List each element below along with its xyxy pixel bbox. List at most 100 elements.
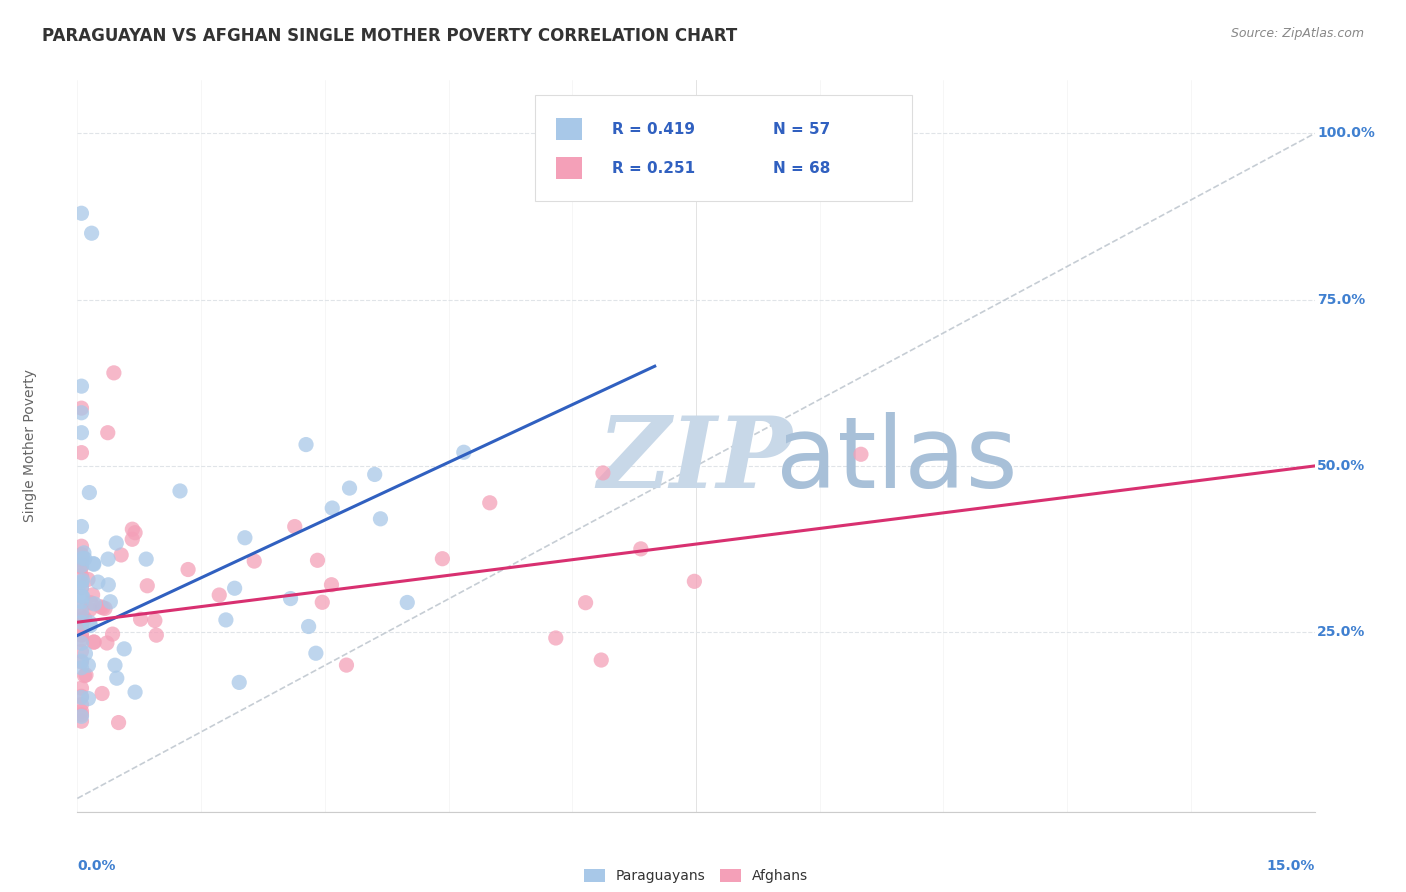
Point <box>70 690 93 705</box>
Point <box>105 671 128 685</box>
Point <box>307 553 329 567</box>
Point <box>169 483 191 498</box>
Point <box>311 595 333 609</box>
Point <box>233 531 256 545</box>
Text: 15.0%: 15.0% <box>1267 859 1315 873</box>
Point <box>177 562 200 576</box>
Legend: Paraguayans, Afghans: Paraguayans, Afghans <box>579 863 813 889</box>
Bar <box>557 157 582 179</box>
Point <box>87 575 110 590</box>
Point <box>82 557 104 571</box>
Text: ZIP: ZIP <box>598 412 792 508</box>
Point <box>228 675 250 690</box>
Point <box>432 551 454 566</box>
Point <box>215 613 238 627</box>
Point <box>280 591 302 606</box>
Text: atlas: atlas <box>776 412 1018 509</box>
Point <box>124 525 146 540</box>
Point <box>83 558 105 572</box>
Point <box>70 560 93 574</box>
Point <box>70 406 93 420</box>
Point <box>73 546 96 560</box>
Point <box>82 588 104 602</box>
Point <box>478 496 501 510</box>
Point <box>77 658 100 673</box>
Text: PARAGUAYAN VS AFGHAN SINGLE MOTHER POVERTY CORRELATION CHART: PARAGUAYAN VS AFGHAN SINGLE MOTHER POVER… <box>42 27 737 45</box>
Point <box>83 597 105 611</box>
Text: Source: ZipAtlas.com: Source: ZipAtlas.com <box>1230 27 1364 40</box>
Point <box>70 654 93 668</box>
Point <box>124 685 146 699</box>
Point <box>91 600 114 615</box>
Point <box>70 681 93 695</box>
Point <box>70 605 93 619</box>
Point <box>121 533 143 547</box>
Point <box>75 668 97 682</box>
Point <box>79 615 101 630</box>
Point <box>79 618 101 632</box>
Point <box>70 609 93 624</box>
Point <box>339 481 361 495</box>
Point <box>574 596 596 610</box>
Point <box>80 596 103 610</box>
Point <box>83 635 105 649</box>
FancyBboxPatch shape <box>536 95 912 201</box>
Point <box>70 553 93 567</box>
Point <box>72 574 94 588</box>
Point <box>97 552 120 566</box>
Point <box>145 628 167 642</box>
Text: 0.0%: 0.0% <box>77 859 115 873</box>
Point <box>70 619 93 633</box>
Point <box>72 551 94 566</box>
Point <box>70 655 93 669</box>
Point <box>70 581 93 595</box>
Point <box>70 539 93 553</box>
Text: R = 0.251: R = 0.251 <box>612 161 695 176</box>
Point <box>97 425 120 440</box>
Point <box>91 686 114 700</box>
Point <box>70 519 93 533</box>
Point <box>321 578 343 592</box>
Point <box>70 628 93 642</box>
Point <box>73 551 96 566</box>
Point <box>70 379 93 393</box>
Point <box>70 595 93 609</box>
Point <box>79 602 101 616</box>
Point <box>75 647 97 661</box>
Point <box>73 669 96 683</box>
Point <box>453 445 475 459</box>
Point <box>284 519 307 533</box>
Point <box>70 644 93 658</box>
Point <box>112 641 135 656</box>
Point <box>70 559 93 574</box>
Point <box>104 658 127 673</box>
Point <box>80 226 103 240</box>
Point <box>683 574 706 589</box>
Text: N = 57: N = 57 <box>773 122 830 136</box>
Point <box>321 501 343 516</box>
Point <box>96 636 118 650</box>
Point <box>77 691 100 706</box>
Text: 50.0%: 50.0% <box>1317 459 1365 473</box>
Point <box>70 581 93 595</box>
Point <box>295 437 318 451</box>
Point <box>70 206 93 220</box>
Point <box>335 658 357 673</box>
Point <box>70 698 93 712</box>
Point <box>70 568 93 582</box>
Point <box>101 627 124 641</box>
Point <box>396 595 419 609</box>
Point <box>70 548 93 562</box>
Point <box>370 512 392 526</box>
Point <box>70 600 93 615</box>
Point <box>70 707 93 722</box>
Point <box>70 714 93 729</box>
Point <box>70 425 93 440</box>
Point <box>70 709 93 723</box>
Text: R = 0.419: R = 0.419 <box>612 122 695 136</box>
Point <box>591 653 613 667</box>
Point <box>79 485 101 500</box>
Point <box>243 554 266 568</box>
Text: 75.0%: 75.0% <box>1317 293 1365 307</box>
Text: 100.0%: 100.0% <box>1317 127 1375 140</box>
